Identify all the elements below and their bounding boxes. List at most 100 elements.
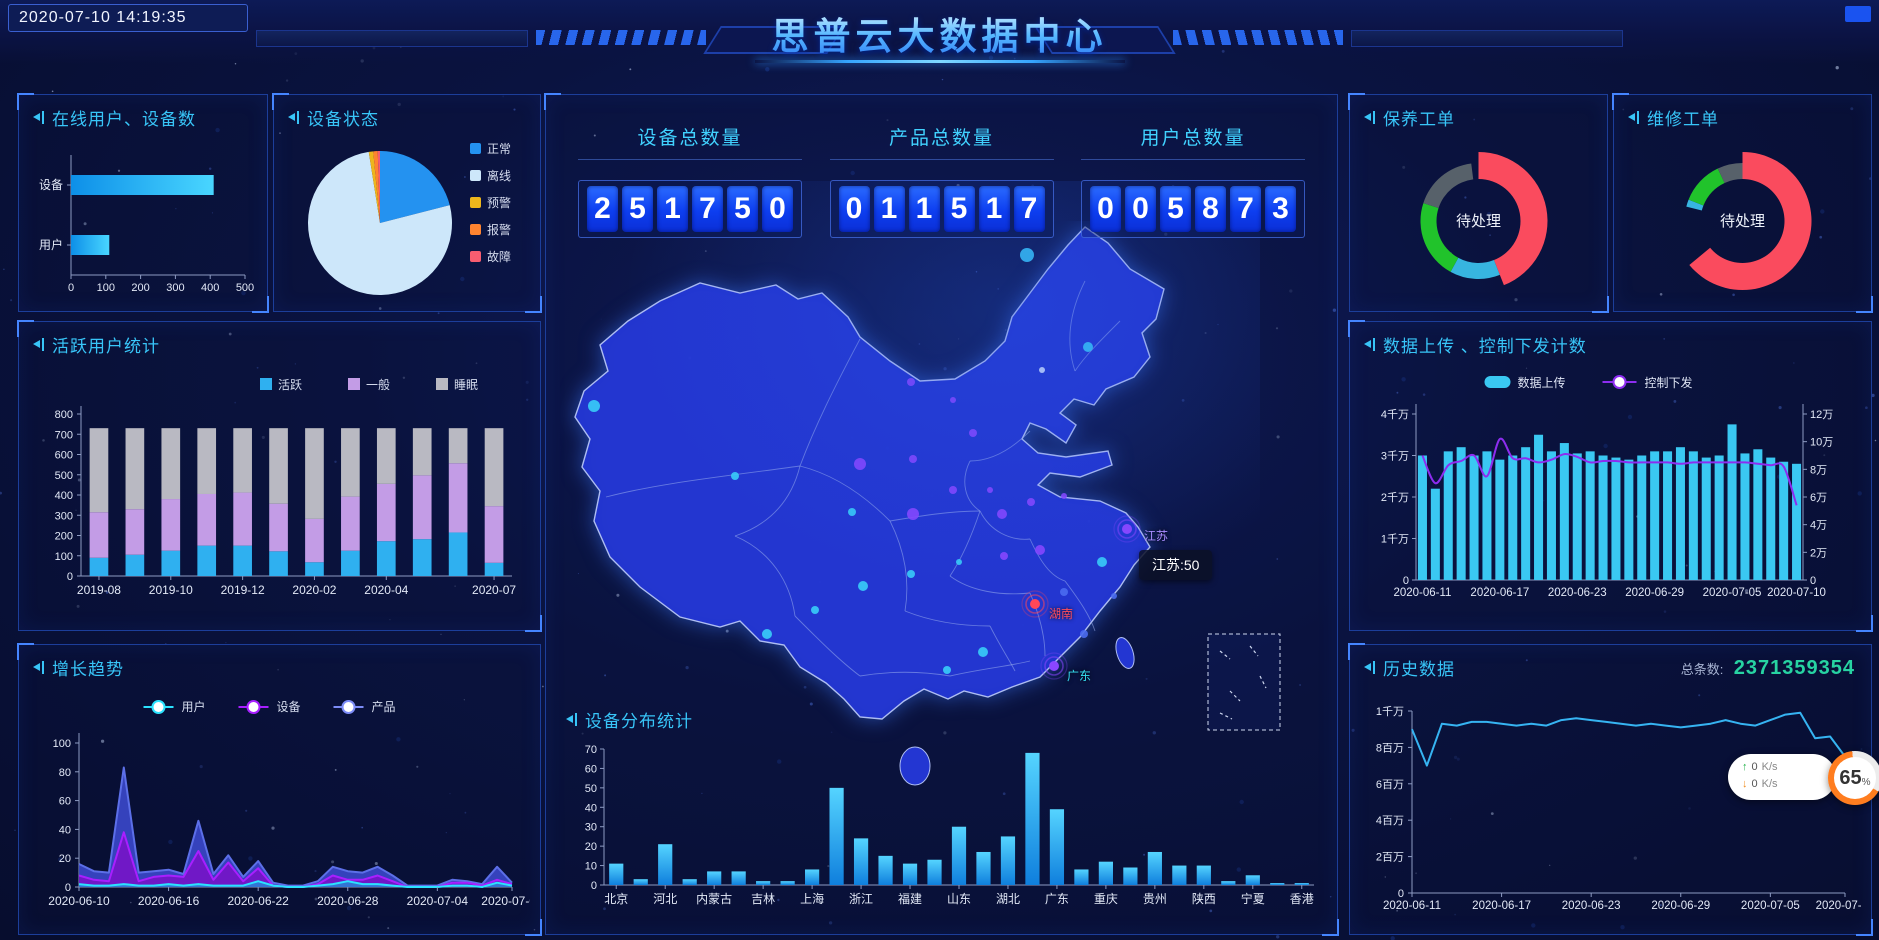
panel-online-count: 在线用户、设备数 0 100 200 300 400 500 设备 用户 (17, 93, 269, 313)
panel-maintenance-orders: 保养工单 待处理 (1348, 93, 1609, 313)
online-count-chart[interactable]: 0 100 200 300 400 500 设备 用户 (23, 139, 261, 305)
header-corner-decor (1845, 6, 1871, 22)
panel-title-text: 历史数据 (1383, 660, 1455, 679)
panel-device-status: 设备状态 正常 离线 预警 报警 故障 (272, 93, 542, 313)
svg-text:离线: 离线 (487, 168, 511, 183)
upload-speed-value: 0 (1751, 761, 1758, 773)
svg-text:70: 70 (585, 744, 597, 756)
svg-text:30: 30 (585, 822, 597, 834)
counter-label: 产品总数量 (829, 123, 1054, 160)
svg-text:40: 40 (585, 802, 597, 814)
repair-orders-donut[interactable]: 待处理 (1618, 127, 1867, 307)
svg-text:山东: 山东 (947, 892, 971, 906)
growth-trend-chart[interactable]: 0 20 40 60 80 100 2020-06-10 2020-06-16 2020-06-… (27, 681, 543, 927)
panel-title-icon (33, 661, 44, 674)
svg-text:6百万: 6百万 (1376, 779, 1404, 791)
panel-active-users: 活跃用户统计 0 100 200 300 400 500 600 700 800 2019-08 2… (17, 320, 542, 632)
svg-text:40: 40 (59, 824, 71, 836)
svg-text:12万: 12万 (1810, 409, 1833, 421)
history-total-label: 总条数: (1680, 662, 1724, 677)
panel-title-distribution: 设备分布统计 (566, 707, 693, 732)
svg-text:2020-06-10: 2020-06-10 (48, 894, 110, 908)
header-band-left (256, 30, 528, 47)
svg-text:0: 0 (65, 882, 71, 894)
svg-text:80: 80 (59, 767, 71, 779)
panel-title-text: 保养工单 (1383, 110, 1455, 129)
panel-title: 增长趋势 (33, 655, 124, 680)
panel-title-text: 增长趋势 (52, 660, 124, 679)
panel-title: 设备状态 (288, 105, 379, 130)
svg-text:内蒙古: 内蒙古 (696, 891, 732, 906)
counter-label: 设备总数量 (578, 123, 802, 160)
svg-text:2020-06-29: 2020-06-29 (1625, 587, 1684, 599)
svg-text:数据上传: 数据上传 (1518, 375, 1566, 390)
panel-title: 在线用户、设备数 (33, 105, 196, 130)
svg-text:陕西: 陕西 (1192, 891, 1216, 906)
svg-text:2020-06-23: 2020-06-23 (1562, 900, 1621, 912)
device-distribution-chart[interactable]: 0 10 20 30 40 50 60 70 北京 河北 内蒙古 吉林 上海 浙江 福建 山东 湖北 广东 重庆 贵州… (560, 735, 1322, 925)
svg-text:0: 0 (591, 880, 597, 892)
svg-text:600: 600 (55, 450, 73, 462)
panel-title-icon (288, 111, 299, 124)
upload-speed-unit: K/s (1761, 761, 1778, 773)
panel-title-text: 在线用户、设备数 (52, 110, 196, 129)
panel-title-icon (1364, 661, 1375, 674)
upload-speed-row: ↑ 0 K/s (1742, 759, 1836, 776)
svg-text:60: 60 (585, 763, 597, 775)
counter-digit: 1 (908, 186, 940, 232)
svg-text:1千万: 1千万 (1381, 533, 1409, 546)
header-stripes-left (536, 30, 706, 45)
svg-text:正常: 正常 (487, 142, 511, 156)
svg-text:400: 400 (201, 282, 219, 294)
counter-digit: 5 (1160, 186, 1191, 232)
header: 2020-07-10 14:19:35 思普云大数据中心 (0, 0, 1879, 72)
svg-text:睡眠: 睡眠 (454, 378, 478, 392)
history-data-chart[interactable]: 0 2百万 4百万 6百万 8百万 1千万 2020-06-11 2020-06-17 2020… (1358, 693, 1875, 927)
svg-text:2019-08: 2019-08 (77, 583, 121, 597)
svg-text:800: 800 (55, 409, 73, 421)
clock: 2020-07-10 14:19:35 (8, 4, 248, 32)
panel-title-icon (1364, 111, 1375, 124)
svg-text:0: 0 (67, 571, 73, 583)
counter-digit: 7 (1230, 186, 1261, 232)
network-speed-widget[interactable]: ↑ 0 K/s ↓ 0 K/s 65 % (1728, 751, 1879, 805)
svg-text:产品: 产品 (372, 700, 396, 714)
panel-title: 保养工单 (1364, 105, 1455, 130)
svg-text:待处理: 待处理 (1720, 213, 1765, 230)
panel-title: 数据上传 、控制下发计数 (1364, 332, 1587, 357)
svg-text:2019-12: 2019-12 (221, 583, 265, 597)
svg-text:500: 500 (55, 470, 73, 482)
active-users-chart[interactable]: 0 100 200 300 400 500 600 700 800 2019-08 2019-10 2… (27, 358, 530, 622)
svg-text:0: 0 (1398, 888, 1404, 900)
svg-text:浙江: 浙江 (849, 892, 873, 906)
svg-text:2020-06-22: 2020-06-22 (227, 894, 289, 908)
gauge-percent: 65 (1839, 766, 1862, 789)
counter-digit: 5 (727, 186, 758, 232)
svg-text:2千万: 2千万 (1381, 491, 1409, 504)
header-band-right (1351, 30, 1623, 47)
health-gauge[interactable]: 65 % (1828, 751, 1879, 805)
svg-text:2020-07-10: 2020-07-10 (1816, 900, 1861, 912)
page-title: 思普云大数据中心 (0, 6, 1879, 60)
panel-title-icon (566, 713, 577, 726)
counter-digit: 0 (1090, 186, 1121, 232)
svg-text:用户: 用户 (39, 237, 63, 252)
svg-text:2020-07-10: 2020-07-10 (1767, 587, 1826, 599)
svg-text:贵州: 贵州 (1143, 892, 1167, 906)
panel-title-text: 设备分布统计 (585, 712, 693, 731)
upload-control-chart[interactable]: 0 1千万 2千万 3千万 4千万 0 2万 4万 6万 8万 10万 12万 2020-06-11 20… (1358, 356, 1861, 624)
svg-text:400: 400 (55, 490, 73, 502)
device-status-pie[interactable]: 正常 离线 预警 报警 故障 (280, 129, 532, 305)
svg-text:2020-06-11: 2020-06-11 (1393, 587, 1451, 599)
counter-digit: 3 (1265, 186, 1296, 232)
download-speed-value: 0 (1751, 778, 1758, 790)
history-total: 总条数: 2371359354 (1681, 657, 1855, 680)
svg-text:8万: 8万 (1810, 464, 1827, 476)
maintenance-orders-donut[interactable]: 待处理 (1354, 127, 1603, 307)
svg-text:2020-06-23: 2020-06-23 (1548, 587, 1607, 599)
svg-text:香港: 香港 (1290, 892, 1314, 906)
svg-text:控制下发: 控制下发 (1645, 375, 1693, 390)
